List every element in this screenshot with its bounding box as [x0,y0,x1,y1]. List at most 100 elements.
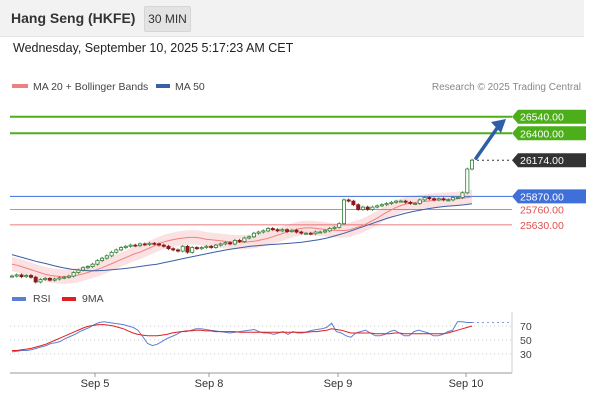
rsi-line [11,321,472,353]
candle-body [261,230,266,233]
candle-body [294,229,299,233]
candle-body [142,243,147,246]
candle-body [460,192,465,199]
candle-body [289,229,294,232]
candle-body [228,242,233,245]
candle-body [450,197,455,201]
rsi-plot-area: 70 50 30 [10,321,532,361]
candle-body [365,206,370,210]
x-tick-label: Sep 8 [195,378,224,390]
candle-body [408,201,413,204]
x-tick-label: Sep 5 [81,378,110,390]
level-tag-26540.00: 26540.00 [520,112,564,124]
candle-body [360,206,365,210]
timeframe-button[interactable]: 30 MIN [144,6,191,32]
candle-body [133,244,138,247]
candle-body [81,267,86,271]
candle-body [62,276,67,279]
candle-body [185,245,190,253]
rsi-tick-label: 30 [520,349,532,361]
level-tag-bg-26540.00 [512,109,586,124]
rsi-ma-line [12,324,473,351]
candle-body [237,239,242,242]
level-tag-25760.00: 25760.00 [520,204,564,216]
candle-body [156,243,161,246]
candle-body [161,244,166,247]
candle-body [95,260,100,265]
candle-body [123,245,128,248]
candle-body [137,243,142,247]
candle-body [422,197,427,201]
ma20-legend-label: MA 20 + Bollinger Bands [33,81,148,93]
candle-body [341,199,346,225]
candle-body [303,232,308,235]
candle-body [346,199,351,202]
candle-body [47,277,52,281]
candle-body [109,251,114,257]
candle-body [313,231,318,235]
candle-body [166,245,171,250]
candle-body [270,228,275,231]
candle-body [232,239,237,245]
level-tag-bg-26400.00 [512,126,586,141]
candle-body [242,237,247,242]
rsi-tick-label: 70 [520,321,532,333]
chart-header: Hang Seng (HKFE) 30 MIN [0,0,584,37]
candle-body [469,159,474,170]
datetime-label: Wednesday, September 10, 2025 5:17:23 AM… [13,41,294,55]
candle-body [247,236,252,239]
candle-body [455,197,460,199]
candle-body [213,244,218,248]
level-tag-26400.00: 26400.00 [520,128,564,140]
candle-body [299,231,304,234]
candle-body [398,200,403,203]
candle-body [43,277,48,280]
candle-body [194,247,199,250]
candle-body [384,203,389,206]
credit-label: Research © 2025 Trading Central [432,82,581,93]
candle-body [85,266,90,269]
candle-body [190,247,195,253]
candle-body [171,248,176,251]
candle-body [33,276,38,283]
candle-body [441,198,446,201]
candle-body [28,275,33,278]
candle-body [413,203,418,205]
candle-body [57,277,62,280]
candle-body [66,275,71,278]
candle-body [104,255,109,259]
level-tag-bg-26174.00 [512,153,586,168]
ma50-legend-label: MA 50 [175,81,205,93]
rsi-legend-label: RSI [33,293,51,305]
candle-body [351,200,356,206]
candle-body [52,278,57,281]
x-tick-label: Sep 9 [324,378,353,390]
candle-body [465,168,470,194]
ma20-legend-swatch [12,84,28,88]
candle-body [180,245,185,252]
candle-body [318,231,323,234]
candle-body [370,206,375,210]
candle-body [332,226,337,229]
main-plot-area: 26540.00 26400.00 26174.00 25870.0025760.00… [9,109,586,284]
candle-body [38,279,43,283]
candle-body [175,249,180,252]
candle-body [24,275,29,278]
rsi-ma-legend-swatch [62,297,76,301]
candle-body [308,232,313,235]
ma50-line [11,203,473,272]
level-tag-bg-25870.00 [512,189,586,204]
x-axis-ticks: Sep 5 Sep 8 Sep 9 Sep 10 [81,373,483,390]
candle-body [251,232,256,238]
candle-body [322,230,327,233]
projection-arrow-shaft [474,122,502,160]
candle-body [280,229,285,232]
candle-body [14,274,19,277]
rsi-ma-legend-label: 9MA [82,293,104,305]
candle-body [152,242,157,245]
candle-body [389,201,394,204]
bollinger-band [12,189,472,284]
candle-body [147,242,152,245]
candle-body [446,199,451,202]
candle-body [256,231,261,234]
